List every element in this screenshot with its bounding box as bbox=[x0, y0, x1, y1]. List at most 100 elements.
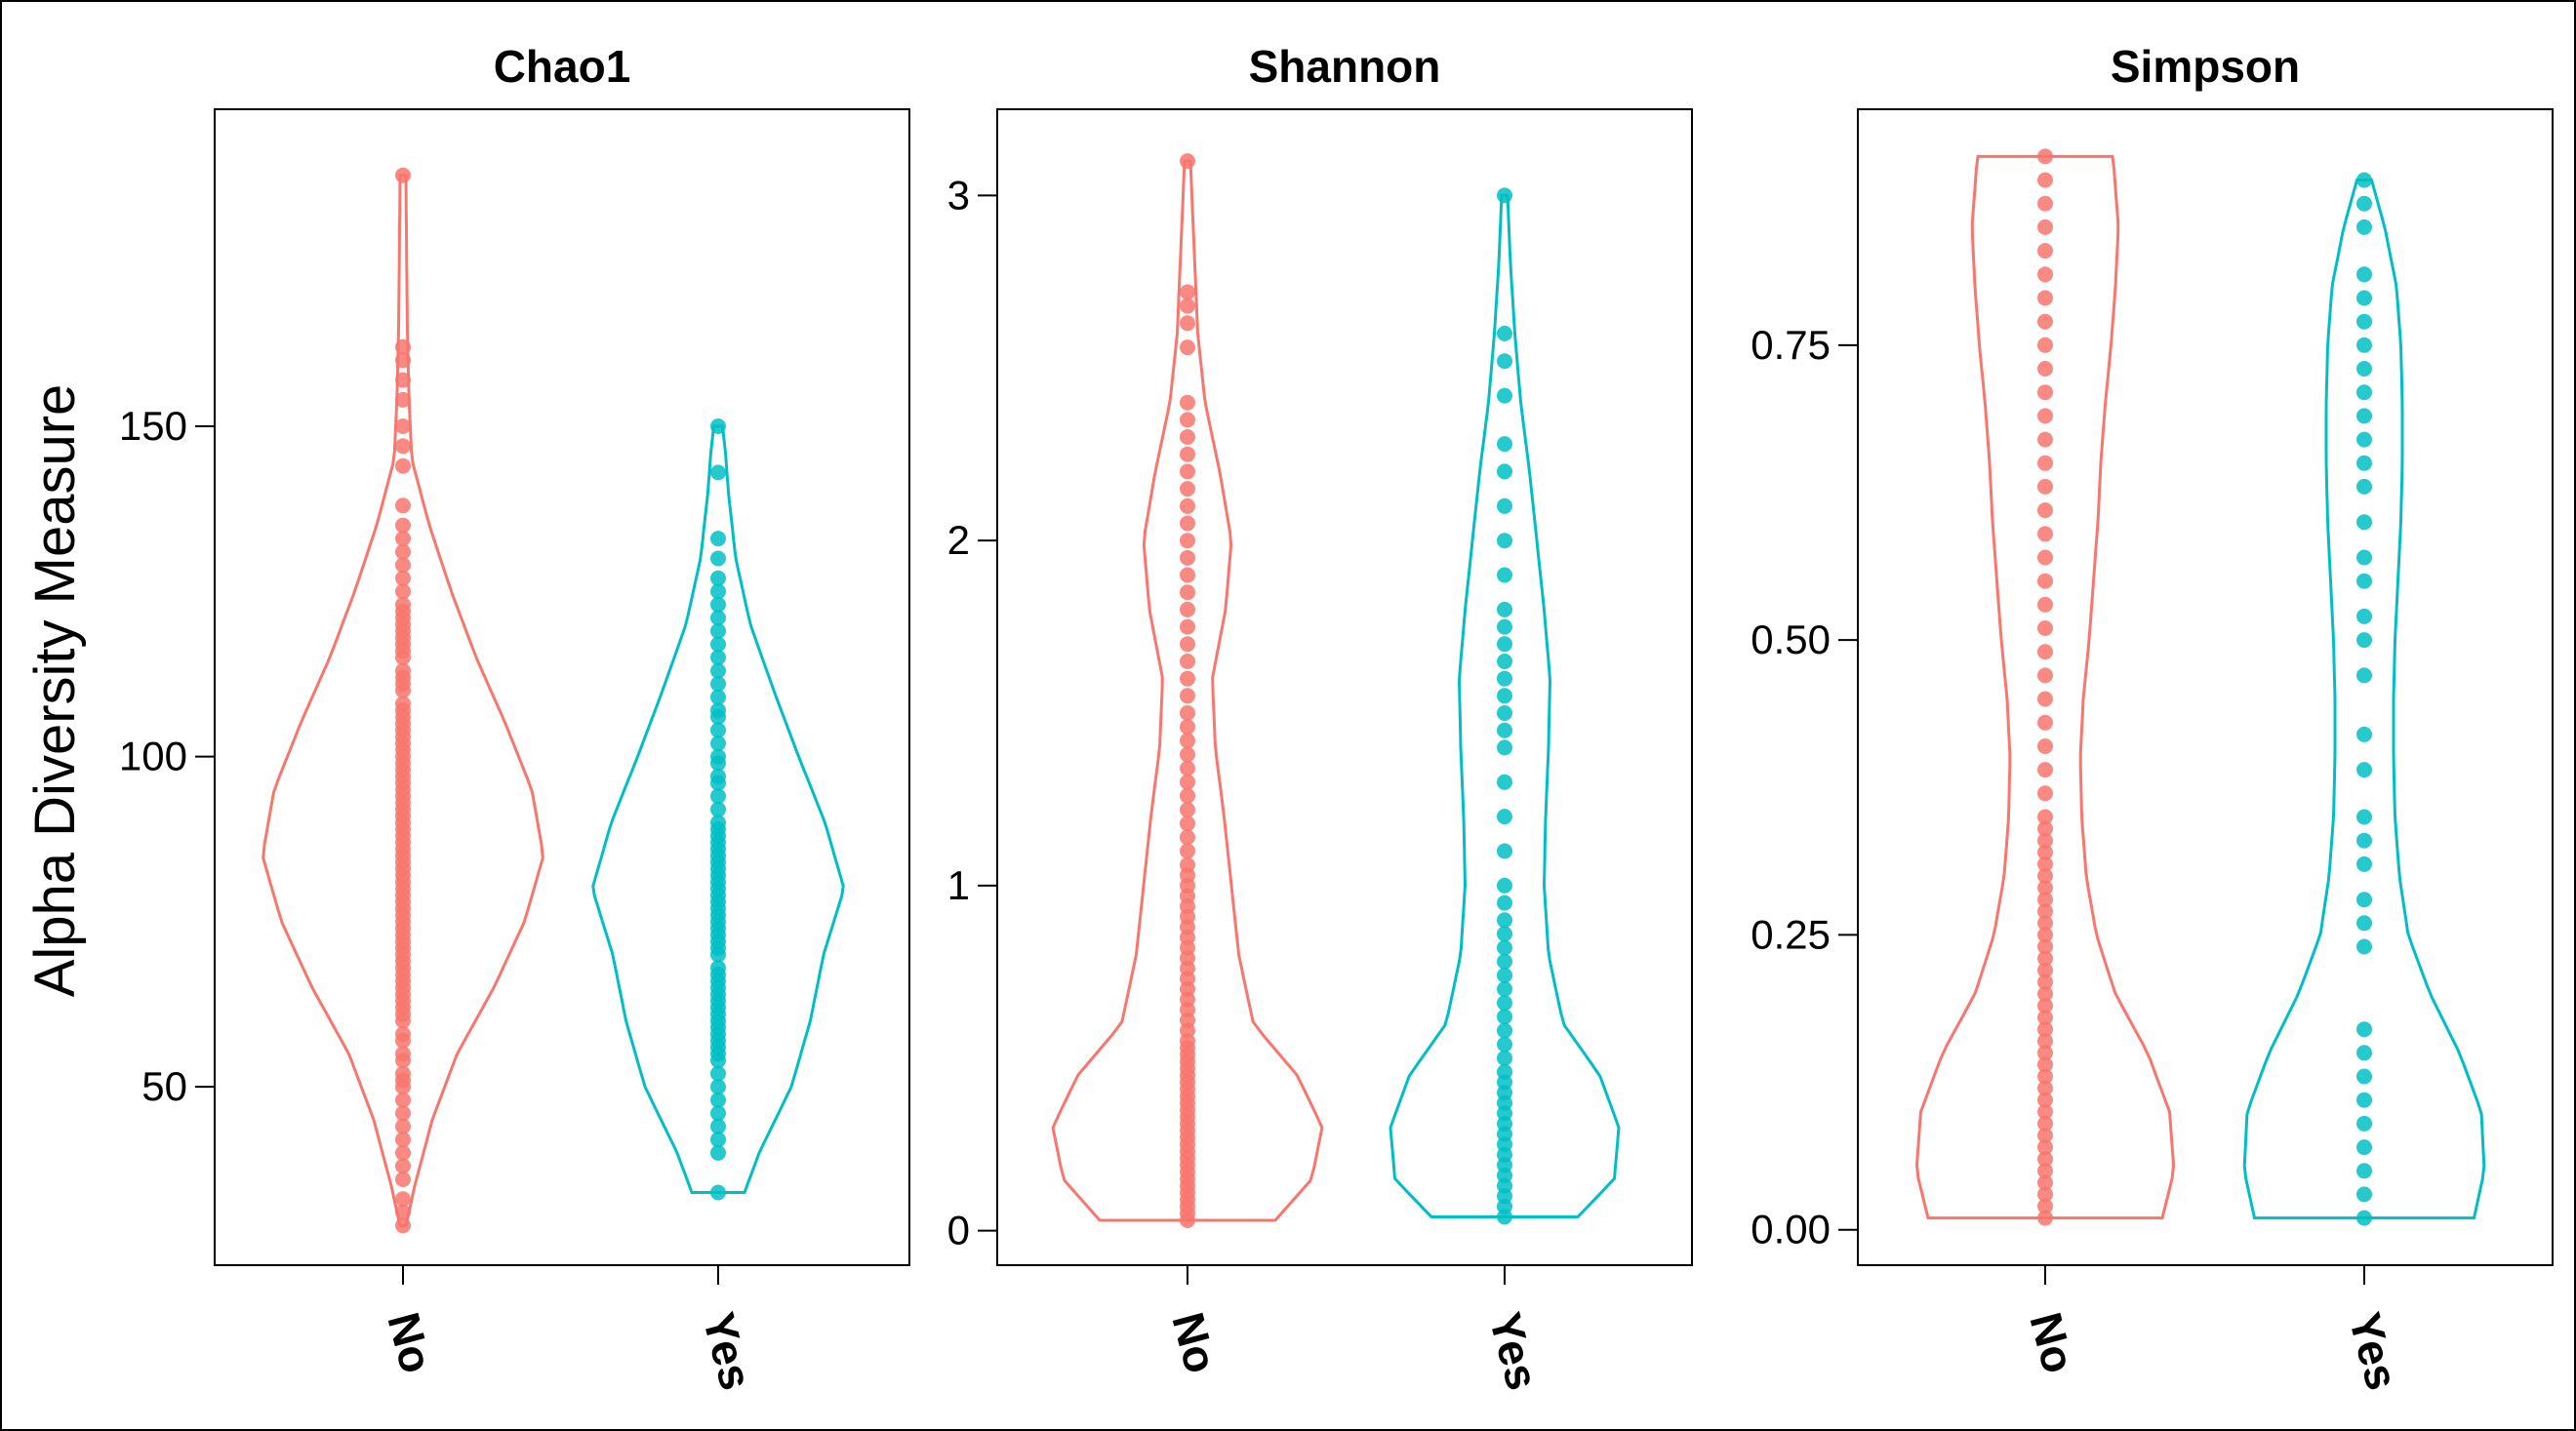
data-point bbox=[395, 517, 411, 534]
panel-title: Chao1 bbox=[494, 41, 631, 92]
data-point bbox=[2037, 1103, 2053, 1120]
data-point bbox=[1497, 654, 1512, 669]
data-point bbox=[2356, 290, 2372, 306]
panel-frame bbox=[214, 108, 910, 1266]
data-point bbox=[2037, 1092, 2053, 1108]
data-point bbox=[1497, 843, 1512, 859]
data-point bbox=[2037, 1186, 2053, 1203]
y-tick-label: 1 bbox=[947, 862, 970, 908]
data-point bbox=[2037, 195, 2053, 212]
data-point bbox=[710, 801, 726, 817]
data-point bbox=[2356, 832, 2372, 849]
data-point bbox=[710, 768, 726, 784]
data-point bbox=[395, 1092, 411, 1108]
data-point bbox=[2037, 974, 2053, 990]
data-point bbox=[1497, 688, 1512, 704]
data-point bbox=[1180, 733, 1195, 749]
data-point bbox=[1180, 533, 1195, 549]
data-point bbox=[1180, 463, 1195, 480]
data-point bbox=[2037, 266, 2053, 283]
data-point bbox=[1497, 953, 1512, 970]
data-point bbox=[2356, 1092, 2372, 1108]
data-point bbox=[1180, 567, 1195, 583]
data-point bbox=[710, 610, 726, 626]
data-point bbox=[710, 1105, 726, 1122]
data-point bbox=[2356, 172, 2372, 188]
y-axis-label: Alpha Diversity Measure bbox=[23, 384, 87, 998]
data-point bbox=[1180, 774, 1195, 790]
data-point bbox=[710, 1144, 726, 1161]
data-point bbox=[395, 557, 411, 574]
data-point bbox=[1497, 1050, 1512, 1066]
data-point bbox=[2356, 219, 2372, 235]
data-point bbox=[2037, 915, 2053, 932]
data-point bbox=[1497, 463, 1512, 480]
data-point bbox=[1497, 967, 1512, 983]
data-point bbox=[1180, 412, 1195, 428]
data-point bbox=[2037, 927, 2053, 943]
data-point bbox=[395, 497, 411, 514]
data-point bbox=[1180, 746, 1195, 763]
data-point bbox=[710, 735, 726, 752]
data-point bbox=[1180, 298, 1195, 314]
data-point bbox=[2037, 644, 2053, 660]
data-point bbox=[1497, 722, 1512, 738]
data-point bbox=[2037, 985, 2053, 1002]
data-point bbox=[2037, 384, 2053, 401]
data-point bbox=[2356, 478, 2372, 495]
data-point bbox=[2037, 667, 2053, 684]
data-point bbox=[2037, 431, 2053, 448]
data-point bbox=[1497, 995, 1512, 1012]
data-point bbox=[2356, 608, 2372, 624]
data-point bbox=[1180, 618, 1195, 635]
data-point bbox=[2037, 1210, 2053, 1226]
data-point bbox=[2037, 526, 2053, 542]
data-point bbox=[395, 543, 411, 560]
data-point bbox=[2356, 384, 2372, 401]
data-point bbox=[1180, 829, 1195, 846]
panel-title: Simpson bbox=[2111, 41, 2300, 92]
data-point bbox=[2037, 880, 2053, 896]
data-point bbox=[2037, 1021, 2053, 1038]
data-point bbox=[395, 1132, 411, 1148]
data-point bbox=[710, 650, 726, 665]
data-point bbox=[710, 550, 726, 567]
data-point bbox=[2356, 1210, 2372, 1226]
data-point bbox=[2037, 290, 2053, 306]
data-point bbox=[395, 1046, 411, 1062]
data-point bbox=[1497, 436, 1512, 453]
data-point bbox=[2037, 903, 2053, 920]
data-point bbox=[2037, 820, 2053, 837]
data-point bbox=[2356, 632, 2372, 649]
data-point bbox=[1180, 815, 1195, 832]
y-tick-label: 100 bbox=[119, 734, 187, 779]
data-point bbox=[1180, 446, 1195, 462]
data-point bbox=[2356, 455, 2372, 471]
data-point bbox=[1497, 912, 1512, 929]
data-point bbox=[2037, 938, 2053, 955]
y-tick-label: 0.50 bbox=[1751, 616, 1831, 662]
data-point bbox=[2356, 726, 2372, 742]
data-point bbox=[710, 748, 726, 765]
data-point bbox=[710, 583, 726, 600]
data-point bbox=[2037, 1163, 2053, 1179]
data-point bbox=[395, 338, 411, 355]
data-point bbox=[2356, 1021, 2372, 1038]
data-point bbox=[395, 1172, 411, 1187]
data-point bbox=[710, 722, 726, 738]
data-point bbox=[2356, 1115, 2372, 1132]
data-point bbox=[1180, 315, 1195, 332]
data-point bbox=[2037, 337, 2053, 353]
data-point bbox=[1497, 939, 1512, 956]
data-point bbox=[2356, 361, 2372, 377]
data-point bbox=[710, 689, 726, 705]
data-point bbox=[2037, 243, 2053, 259]
data-point bbox=[710, 1092, 726, 1108]
data-point bbox=[1497, 567, 1512, 583]
data-point bbox=[395, 583, 411, 600]
data-point bbox=[1497, 981, 1512, 997]
data-point bbox=[1497, 1022, 1512, 1039]
